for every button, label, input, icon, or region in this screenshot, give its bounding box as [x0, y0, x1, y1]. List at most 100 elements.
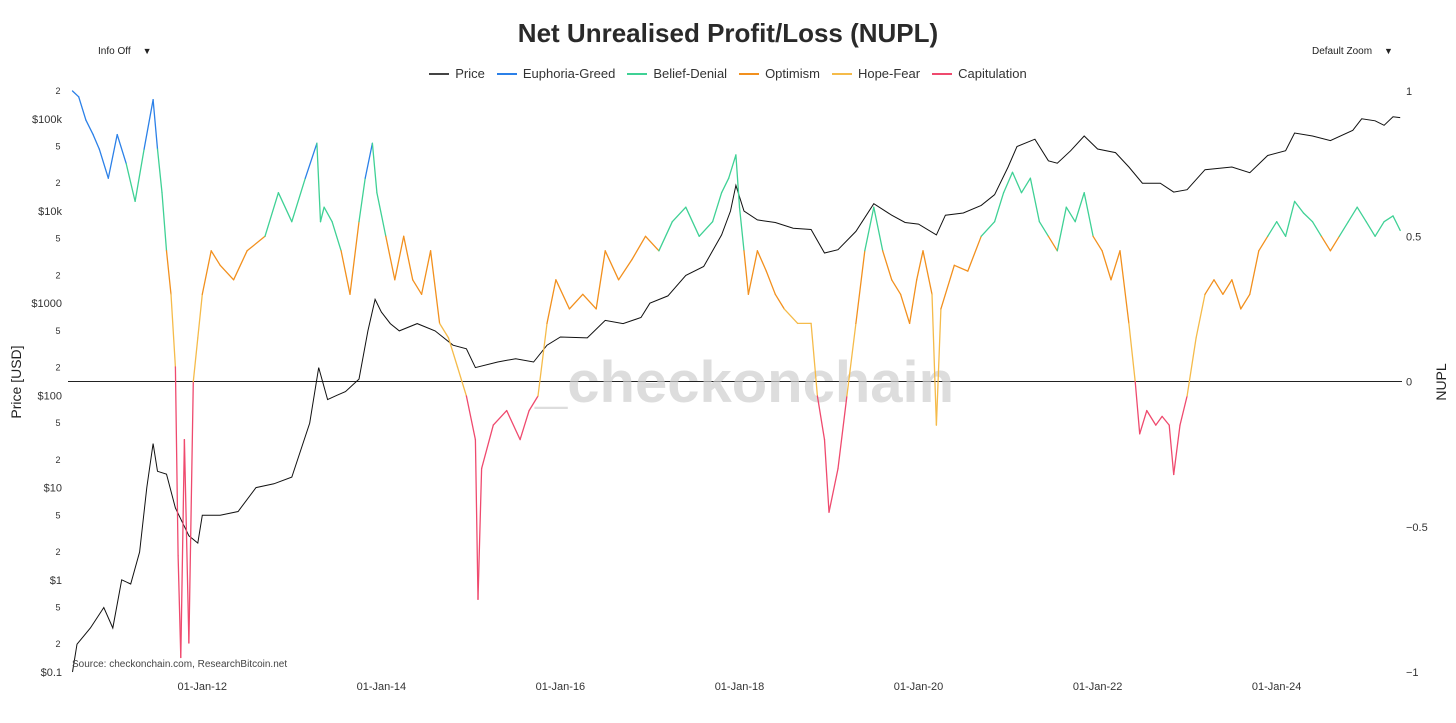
nupl-segment — [519, 409, 530, 441]
nupl-segment — [125, 162, 136, 203]
nupl-segment — [873, 206, 884, 252]
nupl-segment — [456, 366, 468, 397]
nupl-segment — [698, 221, 714, 237]
price-minor-tick-label: 2 — [55, 455, 60, 465]
date-tick-label: 01-Jan-12 — [178, 681, 228, 693]
nupl-segment — [743, 250, 750, 295]
legend-item-euphoria-greed[interactable]: Euphoria-Greed — [496, 66, 616, 81]
nupl-segment — [1213, 279, 1224, 295]
nupl-segment — [899, 293, 911, 325]
nupl-segment — [1356, 206, 1367, 223]
nupl-segment — [1119, 250, 1130, 325]
nupl-segment — [1392, 215, 1401, 232]
legend-item-belief-denial[interactable]: Belief-Denial — [627, 66, 727, 81]
legend-item-capitulation[interactable]: Capitulation — [932, 66, 1027, 81]
nupl-segment — [631, 235, 647, 261]
nupl-tick-label: 0.5 — [1406, 231, 1421, 243]
nupl-segment — [394, 235, 405, 281]
nupl-segment — [264, 192, 280, 237]
legend-item-optimism[interactable]: Optimism — [739, 66, 820, 81]
nupl-segment — [916, 250, 924, 281]
nupl-segment — [201, 250, 212, 295]
nupl-tick-label: −0.5 — [1406, 522, 1428, 534]
legend-label: Euphoria-Greed — [522, 66, 616, 81]
nupl-segment — [71, 90, 80, 98]
watermark: _checkonchain — [534, 350, 954, 415]
legend-item-hope-fear[interactable]: Hope-Fear — [831, 66, 920, 81]
nupl-segment — [180, 438, 186, 659]
nupl-segment — [1110, 250, 1121, 281]
nupl-segment — [1168, 424, 1175, 476]
price-minor-tick-label: 2 — [55, 178, 60, 188]
nupl-segment — [891, 279, 902, 295]
nupl-segment — [922, 250, 933, 295]
nupl-segment — [340, 250, 351, 295]
nupl-segment — [465, 395, 477, 441]
nupl-segment — [1020, 177, 1032, 194]
nupl-segment — [323, 206, 333, 223]
nupl-segment — [1365, 221, 1376, 237]
price-line — [72, 116, 1401, 673]
nupl-segment — [810, 322, 819, 397]
price-minor-tick-label: 5 — [55, 603, 60, 613]
price-tick-label: $1000 — [31, 298, 62, 310]
nupl-segment — [720, 177, 730, 194]
nupl-segment — [1179, 395, 1188, 426]
price-tick-label: $10k — [38, 206, 62, 218]
nupl-segment — [765, 270, 776, 295]
price-tick-label: $100k — [32, 114, 62, 126]
nupl-segment — [474, 438, 479, 601]
nupl-segment — [644, 235, 660, 252]
nupl-segment — [143, 99, 154, 150]
nupl-segment — [1101, 250, 1112, 281]
nupl-segment — [931, 293, 938, 426]
nupl-segment — [980, 221, 996, 237]
legend-label: Optimism — [765, 66, 820, 81]
chevron-down-icon: ▼ — [1384, 46, 1393, 56]
nupl-segment — [188, 380, 194, 644]
nupl-segment — [98, 148, 109, 179]
legend-item-price[interactable]: Price — [429, 66, 485, 81]
legend: Price Euphoria-Greed Belief-Denial Optim… — [0, 66, 1456, 81]
date-tick-label: 01-Jan-16 — [536, 681, 586, 693]
nupl-segment — [316, 142, 322, 223]
legend-swatch — [627, 72, 648, 75]
nupl-segment — [1258, 235, 1269, 252]
chevron-down-icon: ▼ — [142, 46, 152, 56]
nupl-axis: 1 0.5 0 −0.5 −1 — [1406, 86, 1428, 679]
nupl-segment — [492, 409, 508, 426]
date-tick-label: 01-Jan-24 — [1252, 681, 1302, 693]
price-minor-tick-label: 5 — [55, 326, 60, 336]
nupl-segment — [837, 395, 848, 470]
legend-swatch — [831, 72, 852, 75]
nupl-segment — [1195, 293, 1206, 339]
nupl-segment — [747, 250, 759, 295]
nupl-segment — [1065, 206, 1076, 223]
nupl-segment — [940, 264, 955, 310]
nupl-segment — [1276, 221, 1287, 237]
y-axis-right-title: NUPL — [1433, 363, 1449, 401]
nupl-segment — [210, 250, 221, 266]
zoom-label: Default Zoom — [1312, 46, 1373, 57]
nupl-segment — [376, 192, 387, 237]
nupl-segment — [967, 235, 982, 272]
nupl-segment — [246, 235, 266, 252]
nupl-segment — [480, 424, 494, 470]
nupl-segment — [711, 192, 723, 223]
date-axis: 01-Jan-12 01-Jan-14 01-Jan-16 01-Jan-18 01-J… — [178, 681, 1302, 693]
legend-swatch — [739, 72, 760, 75]
legend-label: Belief-Denial — [653, 66, 728, 81]
price-tick-label: $0.1 — [41, 667, 62, 679]
nupl-segment — [1249, 250, 1260, 295]
price-minor-tick-label: 5 — [55, 418, 60, 428]
nupl-segment — [78, 96, 87, 121]
legend-swatch — [932, 72, 953, 75]
nupl-segment — [358, 177, 366, 223]
nupl-segment — [993, 192, 1005, 223]
zoom-dropdown[interactable]: Default Zoom ▼ — [1304, 40, 1401, 62]
info-toggle-dropdown[interactable]: Info Off ▼ — [90, 40, 160, 62]
legend-label: Price — [455, 66, 485, 81]
nupl-segment — [658, 221, 673, 252]
nupl-segment — [420, 250, 432, 295]
